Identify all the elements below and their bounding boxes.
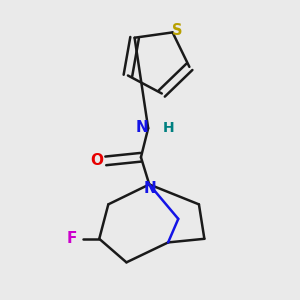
Text: H: H — [162, 121, 174, 135]
Text: F: F — [67, 231, 77, 246]
Text: O: O — [91, 153, 103, 168]
Text: S: S — [172, 23, 183, 38]
Text: N: N — [144, 181, 157, 196]
Text: N: N — [136, 120, 149, 135]
